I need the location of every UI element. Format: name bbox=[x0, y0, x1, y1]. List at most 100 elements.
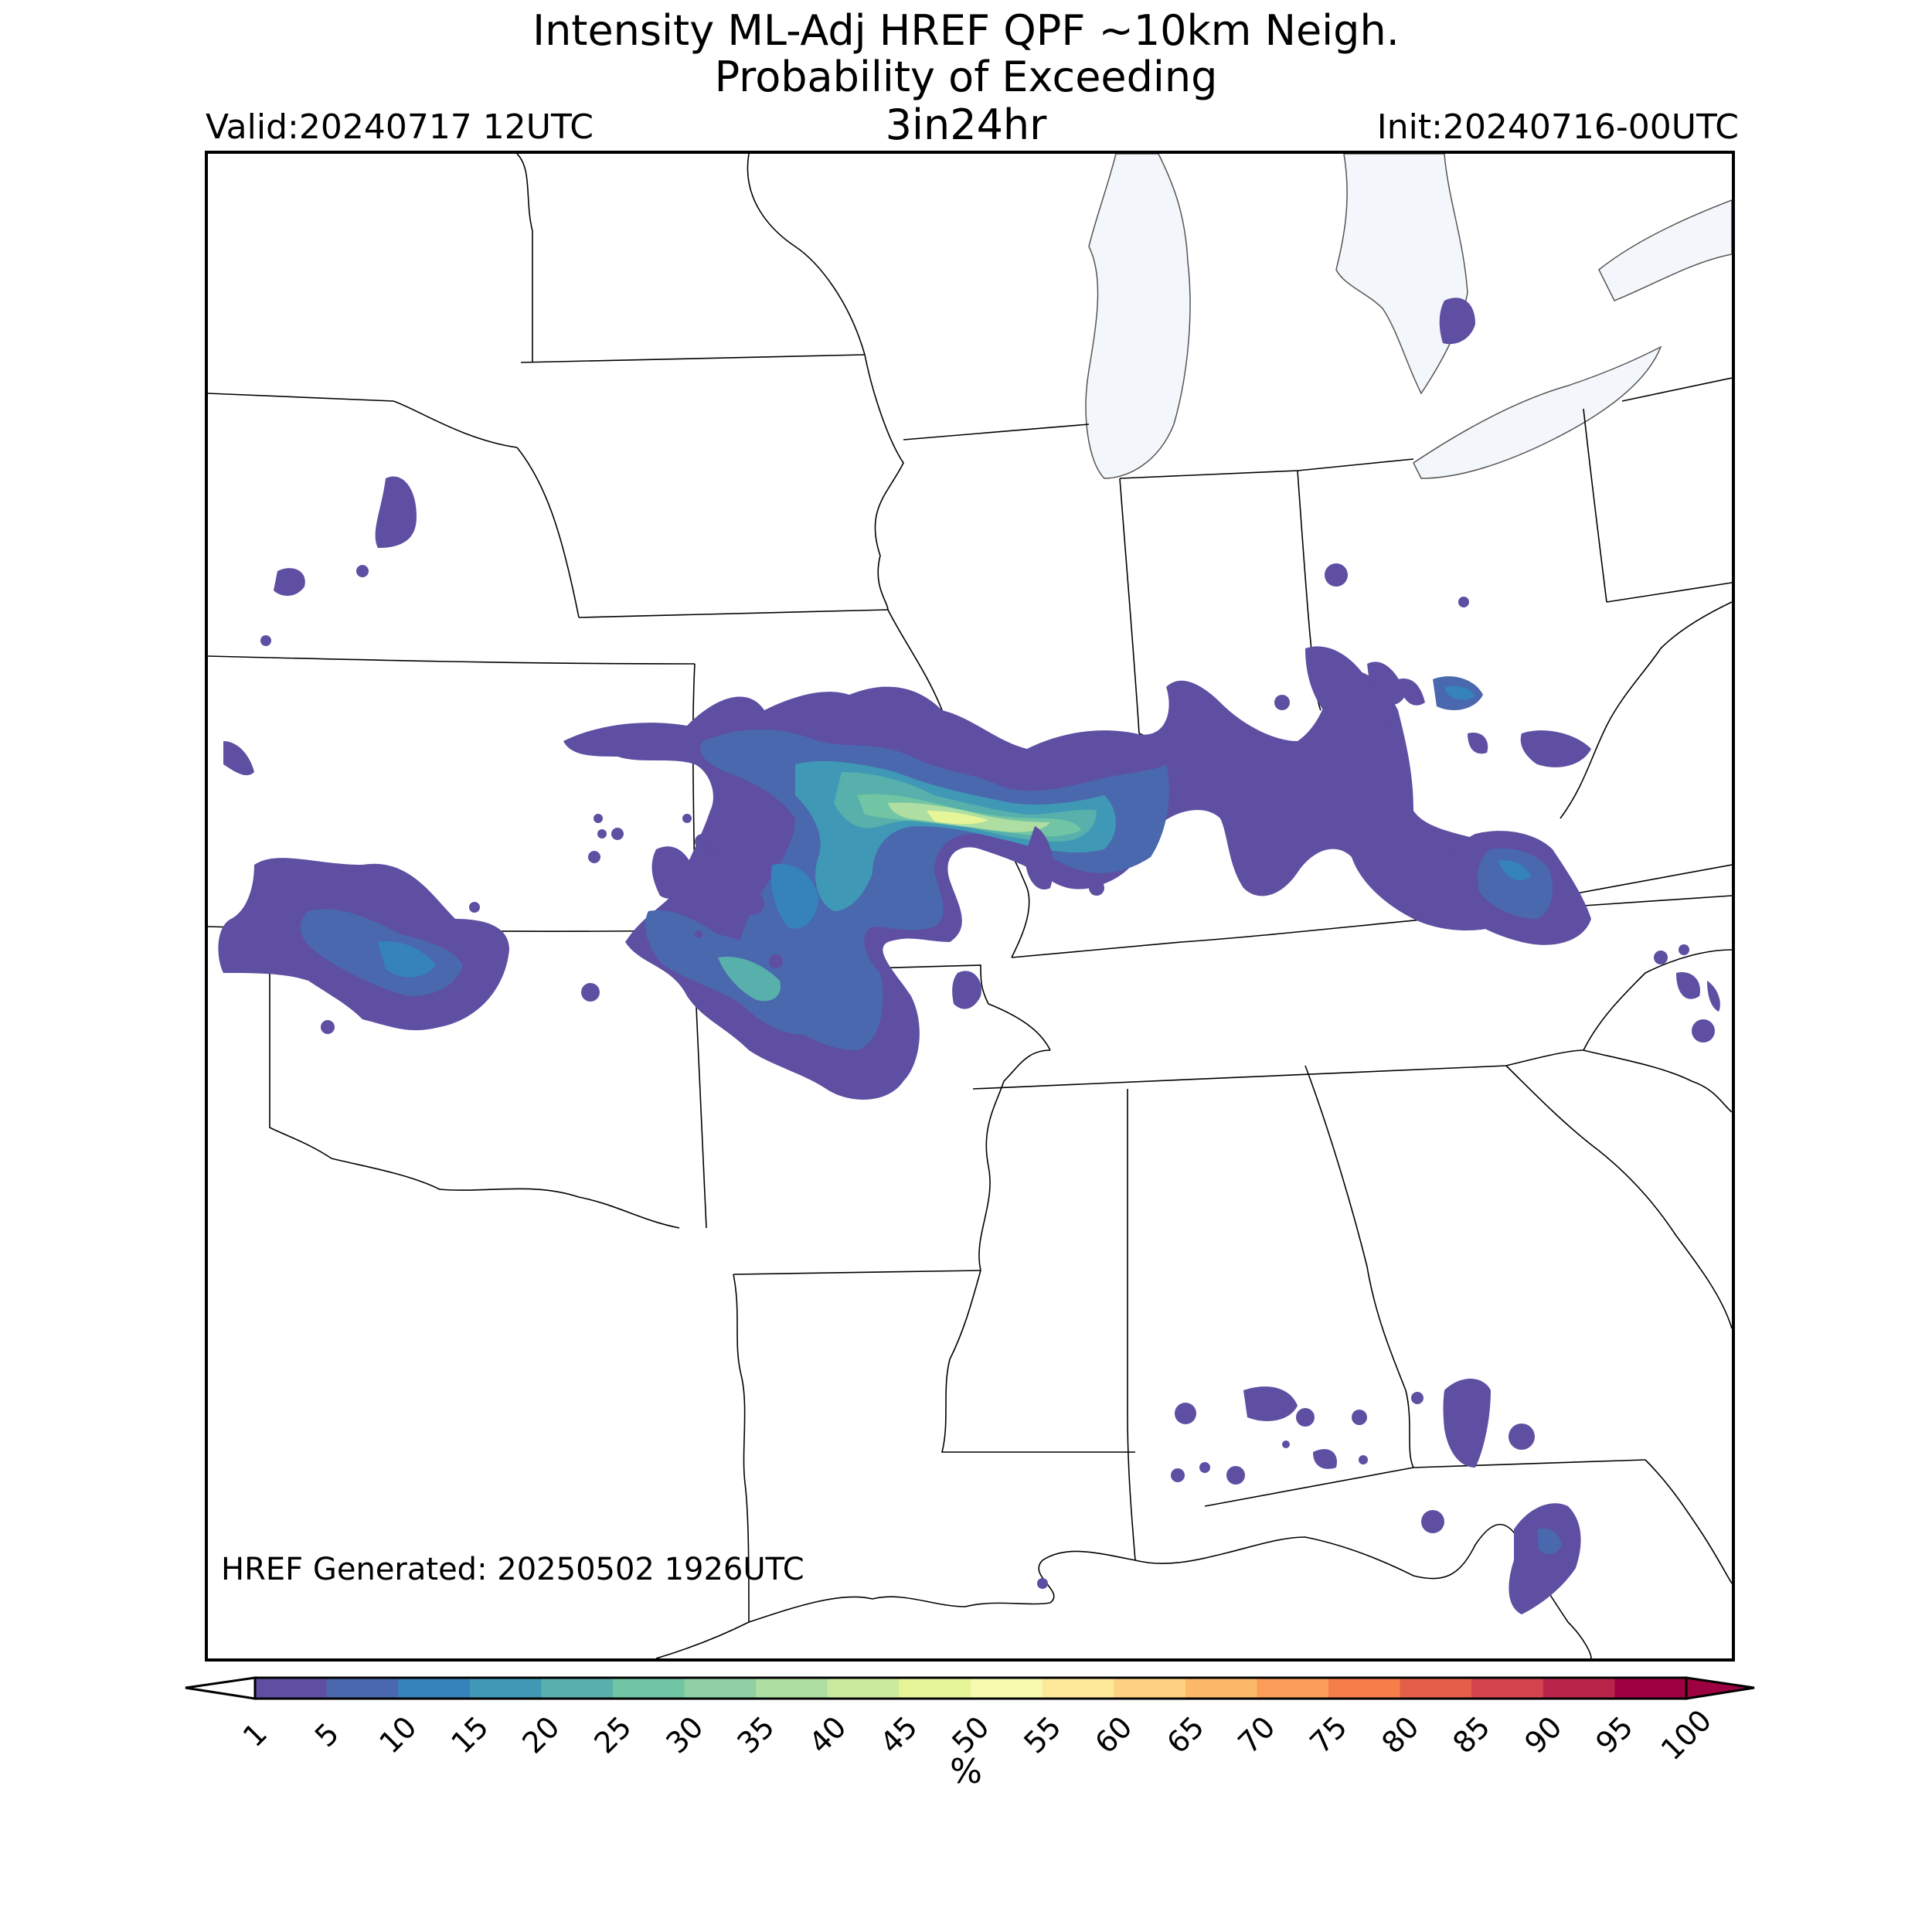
border-oh-mi bbox=[1297, 458, 1414, 471]
precip-area-kentucky-west bbox=[1441, 831, 1720, 1043]
precip-blob bbox=[711, 811, 725, 825]
precip-area-gulf-coast bbox=[1037, 1379, 1581, 1614]
precip-blob bbox=[1509, 1423, 1535, 1450]
precip-blob bbox=[1089, 880, 1104, 896]
border-il-in bbox=[1119, 478, 1140, 734]
colorbar-segment bbox=[469, 1678, 542, 1699]
border-pa-oh bbox=[1583, 408, 1607, 603]
precip-blob bbox=[741, 892, 764, 915]
gulf-coastline bbox=[748, 1459, 1732, 1658]
precip-probability-field bbox=[218, 298, 1720, 1614]
border-mn-ia bbox=[520, 354, 866, 363]
colorbar-segment bbox=[827, 1678, 900, 1699]
precip-blob bbox=[1367, 662, 1406, 706]
border-ia-mo bbox=[578, 609, 889, 618]
border-ia-il bbox=[864, 354, 904, 611]
colorbar-segment bbox=[398, 1678, 471, 1699]
precip-blob bbox=[1359, 1455, 1368, 1464]
colorbar-segments bbox=[255, 1678, 1687, 1699]
generated-timestamp: HREF Generated: 20250502 1926UTC bbox=[221, 1552, 804, 1587]
border-ms-la-south bbox=[940, 1270, 1135, 1453]
precip-blob bbox=[1325, 563, 1348, 587]
colorbar-segment bbox=[1328, 1678, 1401, 1699]
colorbar-segment bbox=[1114, 1678, 1186, 1699]
precip-blob bbox=[1444, 685, 1475, 700]
colorbar-under-arrow bbox=[185, 1676, 257, 1700]
precip-blob bbox=[581, 983, 600, 1002]
precip-blob bbox=[356, 565, 369, 577]
precip-area-michigan bbox=[1439, 298, 1475, 345]
precip-blob bbox=[737, 780, 745, 787]
map-title-line3: 3in24hr bbox=[885, 100, 1047, 149]
precip-blob bbox=[375, 476, 417, 548]
precip-blob bbox=[1692, 1019, 1715, 1043]
colorbar-segment bbox=[1257, 1678, 1329, 1699]
border-pa-ny bbox=[1621, 377, 1732, 402]
precip-blob bbox=[651, 846, 695, 899]
precip-blob bbox=[1478, 848, 1553, 919]
precip-blob bbox=[1037, 1578, 1048, 1589]
precip-blob bbox=[1679, 944, 1689, 955]
colorbar-unit-label: % bbox=[950, 1752, 982, 1791]
precip-blob bbox=[1296, 1408, 1315, 1427]
map-canvas bbox=[208, 154, 1732, 1658]
precip-blob bbox=[1226, 1466, 1245, 1485]
border-mi-in bbox=[1119, 470, 1298, 479]
border-ms-al bbox=[1127, 1089, 1136, 1561]
precip-blob bbox=[1468, 733, 1488, 754]
precip-blob bbox=[1411, 1392, 1423, 1404]
colorbar-segment bbox=[971, 1678, 1043, 1699]
precip-area-nebraska-north bbox=[223, 476, 417, 776]
precip-blob bbox=[1025, 826, 1053, 889]
precip-blob bbox=[1398, 679, 1425, 706]
border-pa-wv bbox=[1606, 582, 1732, 603]
colorbar-segment bbox=[1471, 1678, 1544, 1699]
border-ga-sc bbox=[1505, 1065, 1732, 1329]
precip-blob bbox=[1352, 1410, 1367, 1425]
precip-blob bbox=[1537, 1528, 1562, 1554]
precip-area-missouri-illinois-main bbox=[563, 563, 1591, 1100]
border-al-ga bbox=[1304, 1065, 1414, 1468]
border-ky-wv bbox=[1560, 601, 1732, 819]
precip-blob bbox=[1676, 972, 1700, 999]
precip-blob bbox=[1520, 730, 1591, 767]
precip-blob bbox=[769, 954, 783, 968]
precip-blob bbox=[1421, 1510, 1444, 1533]
precip-blob bbox=[1654, 951, 1668, 964]
precip-blob bbox=[321, 1020, 335, 1034]
precip-blob bbox=[952, 971, 981, 1009]
precip-blob bbox=[223, 741, 254, 776]
precip-blob bbox=[1175, 1403, 1196, 1424]
colorbar-segment bbox=[1042, 1678, 1114, 1699]
precip-blob bbox=[611, 828, 624, 840]
map-title-line2: Probability of Exceeding bbox=[714, 53, 1218, 101]
valid-time-label: Valid:20240717 12UTC bbox=[206, 107, 594, 147]
precip-blob bbox=[1243, 1386, 1298, 1421]
precip-blob bbox=[260, 635, 271, 646]
precip-blob bbox=[1509, 1503, 1581, 1614]
precip-blob bbox=[1199, 1462, 1210, 1473]
border-la-tx bbox=[655, 1274, 750, 1658]
precip-blob bbox=[1305, 646, 1386, 744]
border-fl-north bbox=[1204, 1459, 1646, 1507]
colorbar-segment bbox=[541, 1678, 614, 1699]
colorbar-segment bbox=[1400, 1678, 1472, 1699]
border-wi-west bbox=[747, 154, 866, 355]
border-ia-west bbox=[516, 447, 580, 618]
border-ar-ms bbox=[978, 1049, 1051, 1271]
precip-blob bbox=[682, 814, 692, 823]
colorbar-segment bbox=[1185, 1678, 1257, 1699]
border-tn-va bbox=[1560, 895, 1732, 908]
precip-blob bbox=[597, 829, 607, 838]
lake-huron bbox=[1335, 154, 1468, 395]
precip-blob bbox=[1274, 695, 1290, 710]
colorbar-over-arrow bbox=[1685, 1676, 1755, 1700]
border-mn-east bbox=[516, 154, 533, 362]
precip-blob bbox=[705, 844, 716, 855]
precip-blob bbox=[594, 814, 603, 823]
precip-blob bbox=[1498, 860, 1531, 881]
precip-blob bbox=[718, 957, 781, 1002]
lake-michigan bbox=[1085, 154, 1191, 479]
precip-blob bbox=[1282, 1440, 1290, 1448]
precip-blob bbox=[695, 930, 702, 938]
